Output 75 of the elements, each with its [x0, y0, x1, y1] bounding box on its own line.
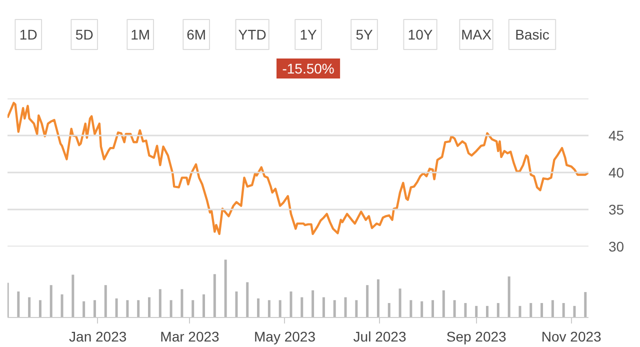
bar	[398, 288, 402, 318]
bar	[496, 303, 500, 318]
bar	[72, 274, 74, 318]
bar	[333, 300, 336, 318]
bar	[104, 285, 107, 318]
y-tick-label: 35	[608, 202, 624, 218]
text: 1D	[19, 26, 38, 42]
bar	[82, 301, 86, 318]
bar	[278, 300, 282, 318]
bar	[28, 297, 31, 318]
x-tick-label: Mar 2023	[160, 328, 220, 344]
x-tick-label: Jul 2023	[353, 328, 406, 344]
bar	[93, 300, 96, 318]
bar	[551, 300, 554, 318]
bar	[442, 290, 445, 318]
bar	[420, 301, 424, 318]
bar	[60, 294, 64, 318]
bar	[246, 282, 249, 318]
y-tick-label: 30	[608, 238, 624, 254]
bar	[192, 300, 194, 318]
text: MAX	[461, 26, 492, 42]
bar	[431, 300, 434, 318]
bar	[312, 290, 314, 318]
bar	[180, 289, 184, 318]
bar	[170, 300, 172, 318]
bar	[584, 292, 587, 318]
line-series	[8, 102, 588, 236]
bar	[148, 297, 150, 318]
bar	[464, 303, 467, 318]
bar	[453, 300, 456, 318]
text: 6M	[186, 26, 206, 42]
bar	[508, 276, 510, 318]
bar	[518, 306, 522, 318]
x-tick-label: Nov 2023	[541, 328, 602, 344]
x-tick-label: May 2023	[254, 328, 316, 344]
text: 10Y	[408, 26, 434, 42]
text: 1M	[130, 26, 150, 42]
bar	[388, 303, 390, 318]
text: 5D	[75, 26, 94, 42]
bar	[290, 291, 292, 318]
bar	[540, 303, 544, 318]
text: YTD	[238, 26, 266, 42]
bar	[300, 297, 304, 318]
bar	[137, 300, 140, 318]
bar	[366, 285, 369, 318]
bar	[126, 300, 129, 318]
bar	[17, 291, 20, 318]
bar	[202, 294, 206, 318]
y-tick-label: 45	[608, 128, 624, 144]
text: -15.50%	[282, 60, 334, 76]
y-tick-label: 40	[608, 164, 624, 180]
bar	[50, 285, 52, 318]
bar	[410, 300, 412, 318]
bar	[115, 298, 118, 318]
text: 5Y	[356, 26, 374, 42]
bar	[257, 298, 260, 318]
text: Basic	[515, 26, 550, 42]
bar	[224, 260, 227, 318]
bar	[213, 274, 216, 318]
bar	[235, 291, 238, 318]
x-tick-label: Jan 2023	[69, 328, 127, 344]
x-tick-label: Sep 2023	[446, 328, 507, 344]
bar	[344, 297, 347, 318]
bar	[562, 303, 565, 318]
bar	[268, 300, 270, 318]
text: 1Y	[300, 26, 318, 42]
bar	[530, 303, 532, 318]
bar	[376, 279, 380, 318]
bar	[475, 306, 478, 318]
bar	[158, 289, 162, 318]
bar	[486, 306, 488, 318]
bar	[355, 300, 358, 318]
bar	[322, 297, 325, 318]
bar	[38, 300, 42, 318]
bar	[573, 306, 576, 318]
